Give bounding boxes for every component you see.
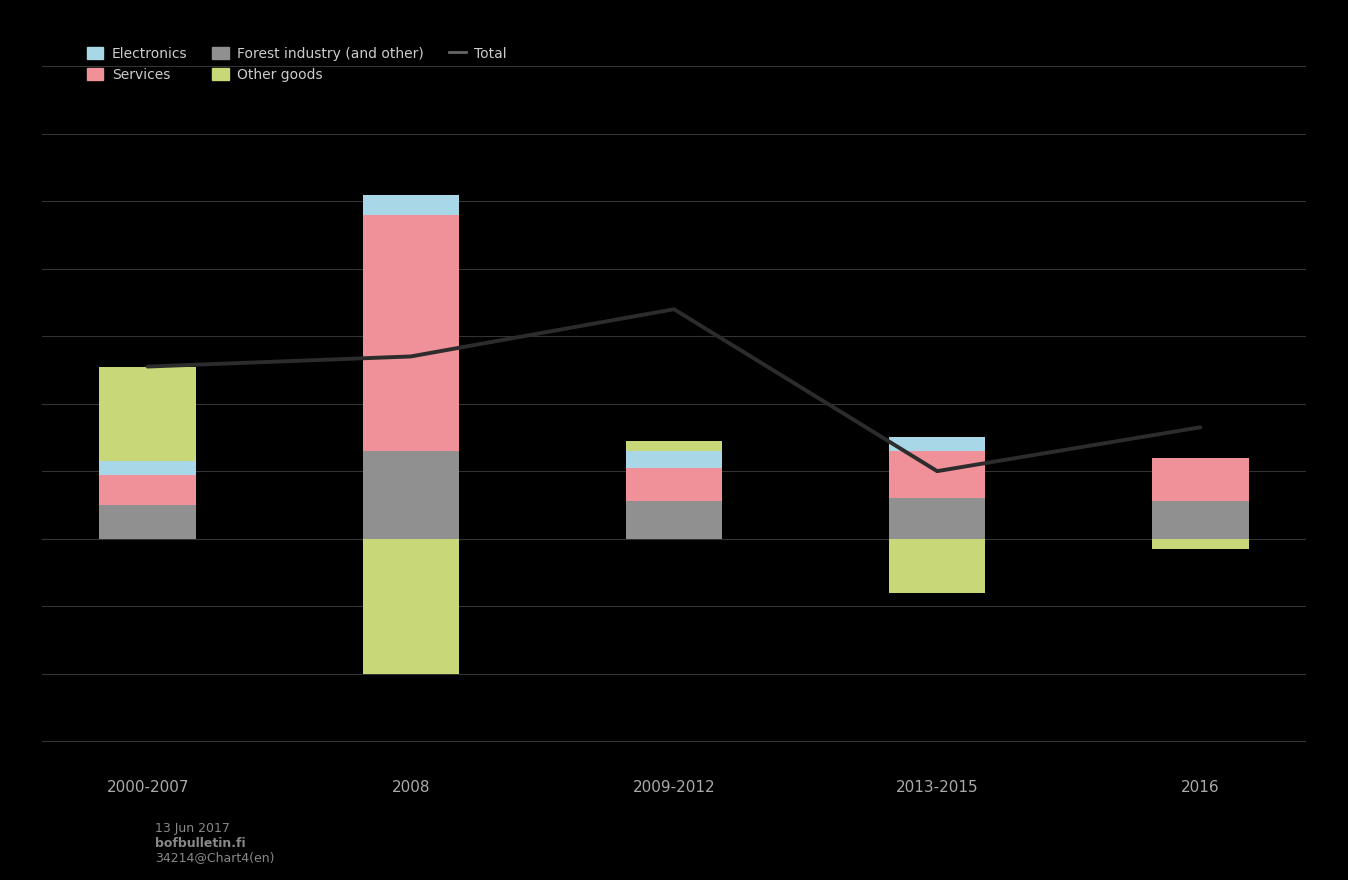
Legend: Electronics, Services, Forest industry (and other), Other goods, Total: Electronics, Services, Forest industry (…	[86, 47, 507, 82]
Text: bofbulletin.fi: bofbulletin.fi	[155, 837, 245, 849]
Text: 13 Jun 2017: 13 Jun 2017	[155, 822, 231, 834]
Bar	[363, 451, 460, 539]
Bar	[100, 474, 195, 505]
Bar	[100, 367, 195, 461]
Bar	[625, 441, 723, 451]
Bar	[888, 498, 985, 539]
Bar	[625, 468, 723, 502]
Text: 34214@Chart4(en): 34214@Chart4(en)	[155, 852, 275, 864]
Bar	[625, 451, 723, 468]
Bar	[1153, 458, 1248, 502]
Bar	[100, 461, 195, 474]
Bar	[363, 194, 460, 215]
Bar	[363, 215, 460, 451]
Bar	[100, 505, 195, 539]
Bar	[888, 451, 985, 498]
Bar	[625, 502, 723, 539]
Bar	[1153, 502, 1248, 539]
Bar	[1153, 539, 1248, 549]
Bar	[888, 437, 985, 451]
Bar	[888, 539, 985, 592]
Bar	[363, 539, 460, 673]
